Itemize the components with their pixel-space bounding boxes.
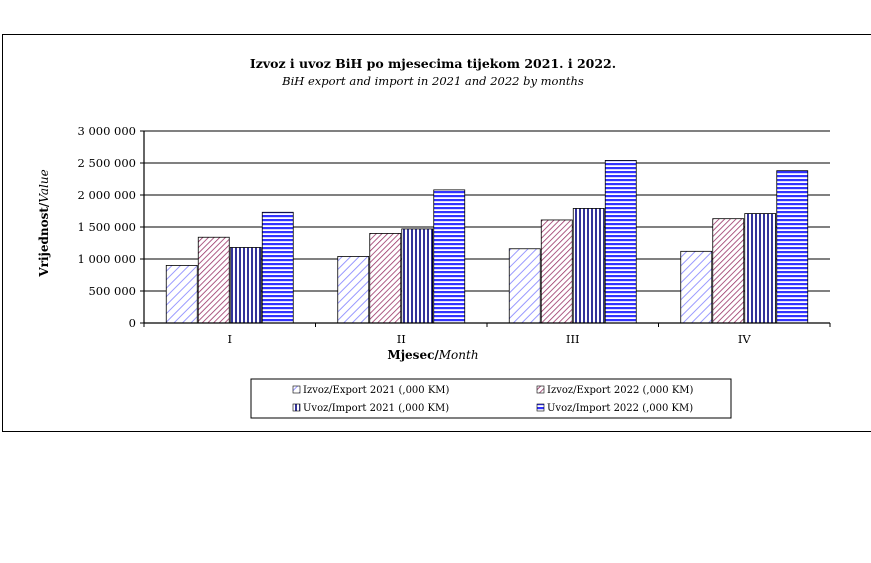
- y-tick-label: 2 500 000: [77, 156, 136, 170]
- chart-subtitle: BiH export and import in 2021 and 2022 b…: [281, 74, 584, 88]
- bar-III-series-0: [508, 248, 541, 324]
- y-axis-label-bold: Vrijednost/: [37, 202, 51, 278]
- legend-label: Uvoz/Import 2021 (,000 KM): [303, 403, 449, 414]
- bar-IV-series-2: [744, 213, 777, 324]
- bar-I-series-0: [165, 264, 198, 324]
- y-axis-label: Vrijednost/Value: [37, 169, 51, 277]
- bar-II-series-2: [401, 228, 434, 324]
- legend-label: Izvoz/Export 2022 (,000 KM): [547, 385, 694, 396]
- legend-label: Uvoz/Import 2022 (,000 KM): [547, 403, 693, 414]
- legend-box: [250, 378, 732, 419]
- bar-II-series-0: [337, 256, 370, 324]
- bar-IV-series-0: [680, 250, 713, 324]
- bar-IV-series-3: [776, 170, 809, 324]
- y-axis-ticks: 0 500 000 1 000 000 1 500 000 2 000 000 2 500…: [77, 124, 144, 330]
- bar-I-series-3: [261, 211, 294, 324]
- legend-label: Izvoz/Export 2021 (,000 KM): [303, 385, 450, 396]
- bar-I-series-2: [229, 247, 262, 324]
- y-tick-label: 1 000 000: [77, 252, 136, 266]
- legend-swatch: [536, 385, 545, 394]
- x-axis-label-italic: Month: [438, 348, 479, 362]
- legend-swatch: [292, 403, 301, 412]
- bar-II-series-3: [433, 189, 466, 324]
- bar-II-series-1: [369, 232, 402, 324]
- bar-III-series-2: [572, 208, 605, 324]
- x-tick-label: IV: [738, 332, 752, 346]
- y-tick-label: 0: [129, 316, 136, 330]
- chart-title: Izvoz i uvoz BiH po mjesecima tijekom 20…: [250, 56, 616, 71]
- bar-I-series-1: [197, 236, 230, 324]
- x-axis-label-bold: Mjesec/: [387, 348, 439, 362]
- chart-svg: Izvoz i uvoz BiH po mjesecima tijekom 20…: [37, 56, 831, 419]
- y-tick-label: 2 000 000: [77, 188, 136, 202]
- bars: [165, 160, 809, 324]
- legend-swatch: [536, 403, 545, 412]
- bar-III-series-1: [540, 219, 573, 324]
- bar-III-series-3: [604, 160, 637, 324]
- x-tick-label: III: [566, 332, 580, 346]
- x-axis-ticks: I II III IV: [143, 323, 831, 346]
- x-axis-label: Mjesec/Month: [387, 348, 478, 362]
- x-tick-label: I: [227, 332, 232, 346]
- y-tick-label: 500 000: [88, 284, 136, 298]
- legend: Izvoz/Export 2021 (,000 KM) Izvoz/Export …: [250, 378, 732, 419]
- legend-swatch: [292, 385, 301, 394]
- y-tick-label: 1 500 000: [77, 220, 136, 234]
- y-axis-label-italic: Value: [37, 169, 51, 202]
- bar-IV-series-1: [712, 218, 745, 324]
- y-tick-label: 3 000 000: [77, 124, 136, 138]
- x-tick-label: II: [397, 332, 406, 346]
- chart-frame: Izvoz i uvoz BiH po mjesecima tijekom 20…: [2, 34, 871, 432]
